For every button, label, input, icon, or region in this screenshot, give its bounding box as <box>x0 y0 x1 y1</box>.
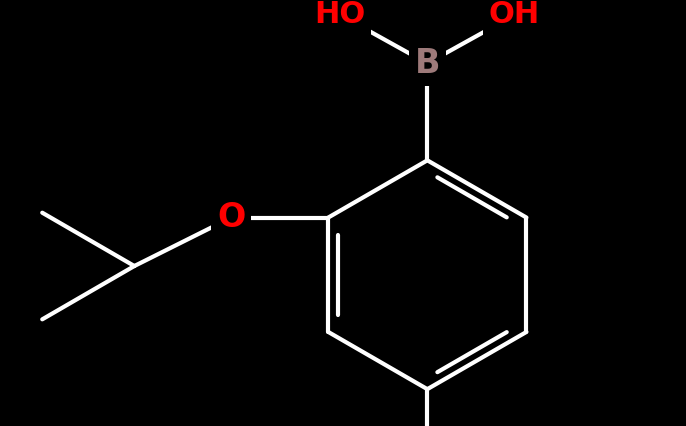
Text: O: O <box>217 201 246 234</box>
Text: HO: HO <box>314 0 366 29</box>
Text: OH: OH <box>489 0 541 29</box>
Text: B: B <box>414 47 440 80</box>
